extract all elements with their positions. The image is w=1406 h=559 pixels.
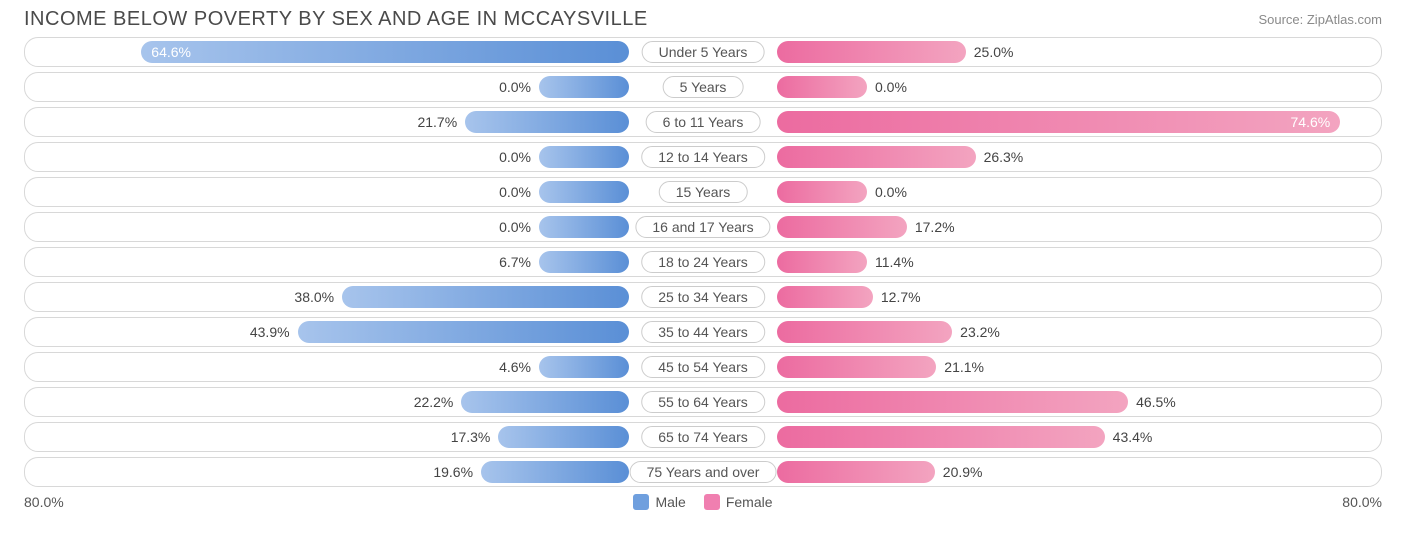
category-badge: 5 Years [663, 76, 744, 98]
bar-female: 0.0% [777, 76, 867, 98]
value-label-male: 6.7% [499, 251, 539, 273]
chart-row: 0.0% 26.3% 12 to 14 Years [24, 142, 1382, 172]
chart-row: 6.7% 11.4% 18 to 24 Years [24, 247, 1382, 277]
bar-male: 19.6% [481, 461, 629, 483]
category-badge: Under 5 Years [642, 41, 765, 63]
bar-female: 25.0% [777, 41, 966, 63]
bar-female: 12.7% [777, 286, 873, 308]
chart-row: 43.9% 23.2% 35 to 44 Years [24, 317, 1382, 347]
value-label-male: 43.9% [250, 321, 298, 343]
value-label-male: 4.6% [499, 356, 539, 378]
bar-male: 43.9% [298, 321, 629, 343]
legend-label-male: Male [655, 494, 685, 510]
category-badge: 55 to 64 Years [641, 391, 765, 413]
value-label-female: 11.4% [867, 251, 914, 273]
bar-female: 74.6% [777, 111, 1340, 133]
category-badge: 16 and 17 Years [635, 216, 770, 238]
chart-row: 17.3% 43.4% 65 to 74 Years [24, 422, 1382, 452]
category-badge: 35 to 44 Years [641, 321, 765, 343]
category-badge: 25 to 34 Years [641, 286, 765, 308]
swatch-female [704, 494, 720, 510]
bar-male: 0.0% [539, 216, 629, 238]
chart-row: 0.0%0.0%5 Years [24, 72, 1382, 102]
category-badge: 18 to 24 Years [641, 251, 765, 273]
category-badge: 45 to 54 Years [641, 356, 765, 378]
value-label-male: 0.0% [499, 216, 539, 238]
swatch-male [633, 494, 649, 510]
value-label-male: 38.0% [294, 286, 342, 308]
category-badge: 6 to 11 Years [646, 111, 761, 133]
category-badge: 12 to 14 Years [641, 146, 765, 168]
bar-female: 0.0% [777, 181, 867, 203]
bar-male: 6.7% [539, 251, 629, 273]
axis-max-right: 80.0% [1342, 494, 1382, 510]
bar-male: 22.2% [461, 391, 629, 413]
chart-row: 64.6% 25.0% Under 5 Years [24, 37, 1382, 67]
value-label-female: 46.5% [1128, 391, 1176, 413]
axis-max-left: 80.0% [24, 494, 64, 510]
value-label-male: 19.6% [433, 461, 481, 483]
chart-row: 4.6% 21.1% 45 to 54 Years [24, 352, 1382, 382]
bar-male: 0.0% [539, 146, 629, 168]
bar-male: 21.7% [465, 111, 629, 133]
chart-row: 21.7% 74.6% 6 to 11 Years [24, 107, 1382, 137]
value-label-female: 20.9% [935, 461, 983, 483]
value-label-male: 64.6% [151, 41, 191, 63]
chart-row: 0.0%0.0%15 Years [24, 177, 1382, 207]
bar-female: 46.5% [777, 391, 1128, 413]
value-label-female: 26.3% [976, 146, 1024, 168]
legend: Male Female [633, 494, 772, 510]
value-label-female: 0.0% [867, 181, 907, 203]
legend-label-female: Female [726, 494, 773, 510]
chart-area: 64.6%25.0%Under 5 Years0.0%0.0%5 Years21… [0, 37, 1406, 487]
value-label-female: 0.0% [867, 76, 907, 98]
value-label-female: 12.7% [873, 286, 921, 308]
category-badge: 15 Years [659, 181, 748, 203]
bar-female: 43.4% [777, 426, 1105, 448]
bar-female: 26.3% [777, 146, 976, 168]
value-label-male: 21.7% [417, 111, 465, 133]
source-attribution: Source: ZipAtlas.com [1258, 12, 1382, 27]
value-label-male: 0.0% [499, 181, 539, 203]
bar-male: 4.6% [539, 356, 629, 378]
bar-female: 23.2% [777, 321, 952, 343]
value-label-male: 17.3% [451, 426, 499, 448]
value-label-female: 23.2% [952, 321, 1000, 343]
legend-item-female: Female [704, 494, 773, 510]
bar-male: 38.0% [342, 286, 629, 308]
category-badge: 65 to 74 Years [641, 426, 765, 448]
bar-male: 17.3% [498, 426, 629, 448]
bar-female: 17.2% [777, 216, 907, 238]
bar-male: 0.0% [539, 76, 629, 98]
bar-female: 11.4% [777, 251, 867, 273]
category-badge: 75 Years and over [630, 461, 777, 483]
value-label-female: 21.1% [936, 356, 984, 378]
chart-row: 38.0% 12.7% 25 to 34 Years [24, 282, 1382, 312]
chart-row: 19.6%20.9%75 Years and over [24, 457, 1382, 487]
value-label-male: 0.0% [499, 146, 539, 168]
bar-male: 0.0% [539, 181, 629, 203]
bar-female: 21.1% [777, 356, 936, 378]
value-label-male: 22.2% [414, 391, 462, 413]
value-label-male: 0.0% [499, 76, 539, 98]
bar-female: 20.9% [777, 461, 935, 483]
chart-title: INCOME BELOW POVERTY BY SEX AND AGE IN M… [24, 8, 648, 31]
chart-row: 0.0% 17.2% 16 and 17 Years [24, 212, 1382, 242]
value-label-female: 74.6% [1291, 111, 1331, 133]
chart-row: 22.2% 46.5% 55 to 64 Years [24, 387, 1382, 417]
bar-male: 64.6% [141, 41, 629, 63]
value-label-female: 25.0% [966, 41, 1014, 63]
legend-item-male: Male [633, 494, 685, 510]
value-label-female: 43.4% [1105, 426, 1153, 448]
value-label-female: 17.2% [907, 216, 955, 238]
